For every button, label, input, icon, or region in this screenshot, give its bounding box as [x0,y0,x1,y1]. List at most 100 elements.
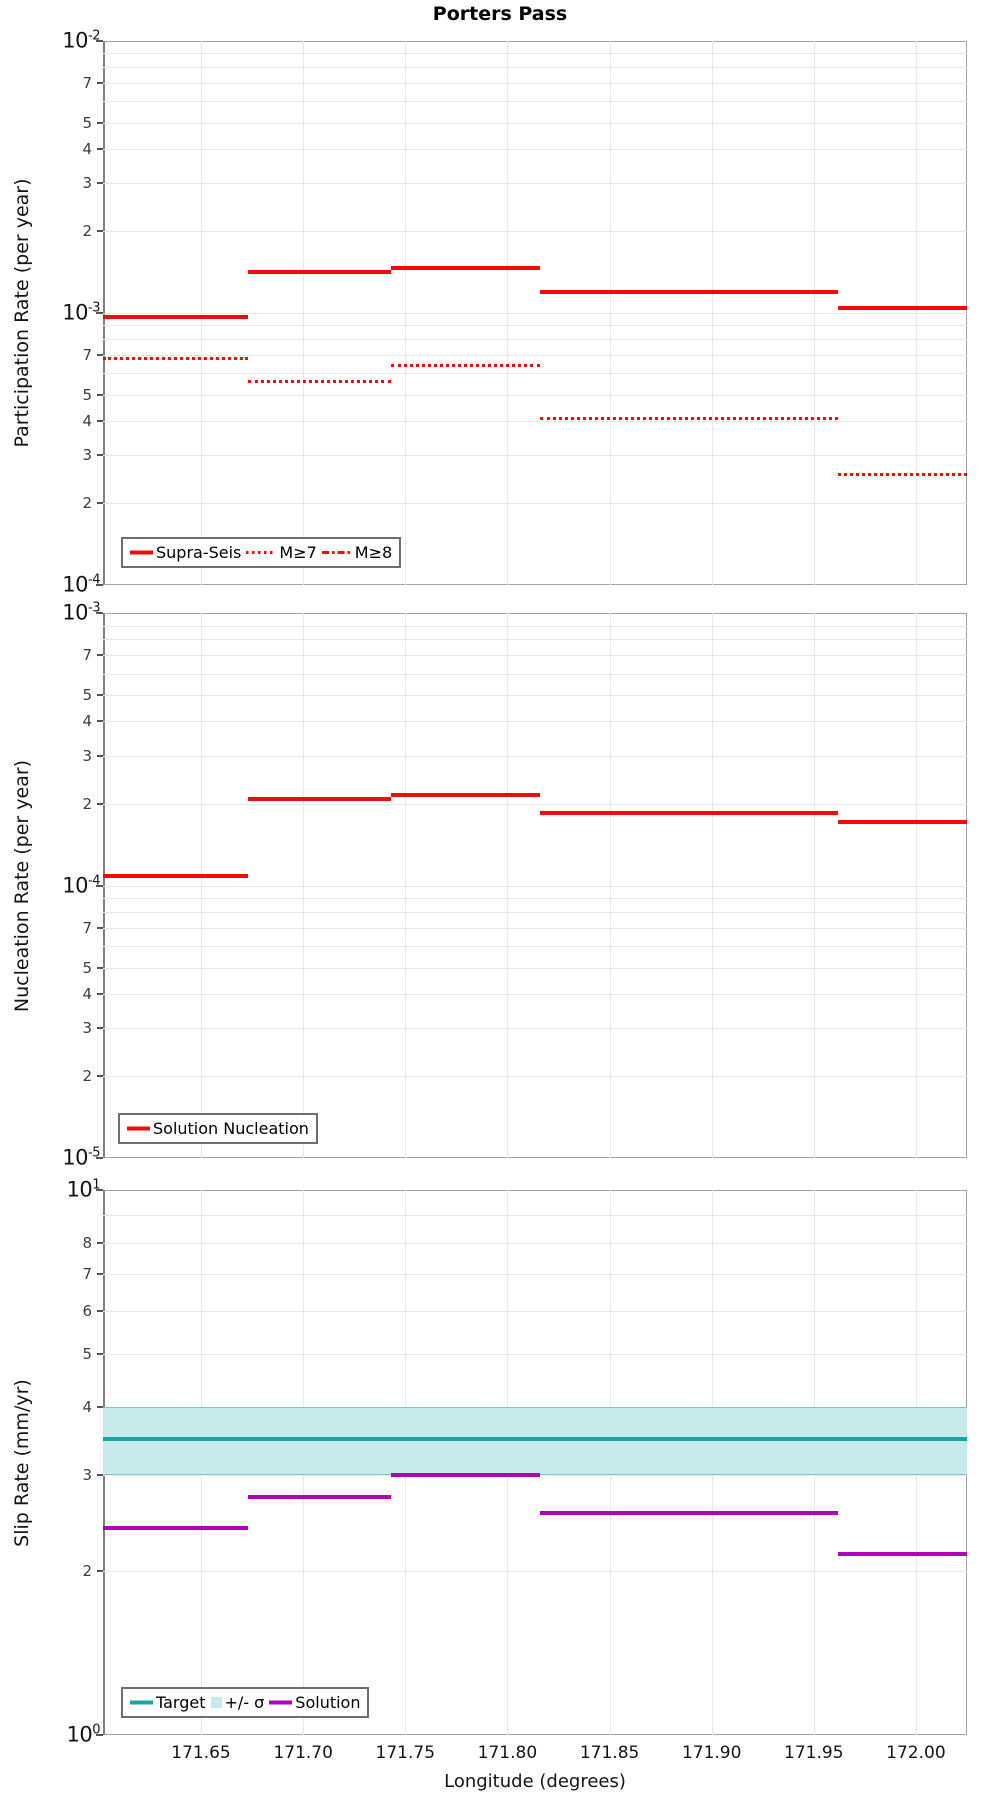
legend-label-sigma-band: +/- σ [224,1693,265,1712]
y-decade-label: 10-4 [62,572,100,597]
y-minor-tick-label: 7 [82,1265,92,1284]
series-segment-solution-nucleation [540,811,839,816]
series-segment-solution-nucleation [248,797,391,802]
series-segment-supra-seis [838,306,967,311]
gridline-horizontal [103,927,967,929]
gridline-horizontal [103,101,967,103]
y-minor-tick-label: 5 [82,385,92,404]
y-minor-tick-label: 5 [82,686,92,704]
y-axis-tick [97,230,103,233]
y-decade-label: 101 [66,1177,100,1202]
gridline-horizontal [103,122,967,124]
y-axis-tick [97,1309,103,1312]
gridline-horizontal [103,639,967,641]
gridline-horizontal [103,885,967,887]
gridline-horizontal [103,313,967,314]
y-decade-label: 10-3 [62,600,100,625]
y-axis-tick [97,121,103,124]
legend-label-solution-nucleation: Solution Nucleation [153,1119,309,1138]
legend-swatch-solution-nucleation [127,1126,150,1131]
gridline-horizontal [103,1028,967,1029]
y-axis-title-nucleation-rate: Nucleation Rate (per year) [11,759,33,1012]
legend-label-supra-seis: Supra-Seis [156,543,242,562]
series-segment-target [103,1436,967,1441]
series-segment-supra-seis [540,289,839,294]
gridline-horizontal [103,1354,967,1356]
gridline-horizontal [103,803,967,805]
y-minor-tick-label: 2 [82,222,92,241]
y-axis-tick [97,926,103,929]
gridline-horizontal [103,911,967,913]
x-tick-label: 171.90 [681,1743,742,1763]
y-minor-tick-label: 7 [82,918,92,937]
gridline-horizontal [103,149,967,151]
series-segment-m-ge-7 [391,364,541,368]
y-minor-tick-label: 5 [82,113,92,132]
y-axis-tick [97,754,103,757]
y-axis-tick [97,420,103,423]
y-minor-tick-label: 4 [82,140,92,159]
y-axis-tick [97,694,103,696]
y-axis-tick [97,1353,103,1356]
y-minor-tick-label: 7 [82,74,92,93]
gridline-horizontal [103,83,967,85]
y-axis-tick [97,502,103,505]
series-segment-m-ge-7 [248,380,391,383]
gridline-horizontal [103,993,967,995]
series-segment-solution [103,1525,248,1530]
gridline-horizontal [103,421,967,423]
y-axis-tick [97,1569,103,1572]
series-segment-solution [391,1473,541,1477]
legend-label-target: Target [156,1693,206,1712]
series-segment-m-ge-7 [540,416,839,420]
legend-item-solution: Solution [269,1693,360,1712]
gridline-horizontal [103,325,967,327]
gridline-horizontal [103,1076,967,1077]
gridline-horizontal [103,1274,967,1276]
y-minor-tick-label: 2 [82,1067,92,1085]
y-axis-tick [97,966,103,969]
gridline-horizontal [103,67,967,69]
gridline-horizontal [103,355,967,357]
gridline-horizontal [103,721,967,723]
gridline-horizontal [103,53,967,55]
y-minor-tick-label: 4 [82,412,92,431]
series-segment-m-ge-7 [103,357,248,361]
y-axis-tick [97,1273,103,1276]
chart-title: Porters Pass [432,3,568,25]
y-axis-tick [97,1075,103,1077]
gridline-horizontal [103,946,967,947]
y-axis-tick [97,992,103,995]
series-segment-supra-seis [391,266,541,271]
legend: Target +/- σ Solution [121,1687,370,1718]
y-axis-tick [96,612,103,614]
y-decade-label: 100 [66,1722,100,1747]
gridline-horizontal [103,339,967,341]
legend-swatch-m-ge-8 [321,551,352,554]
legend-item-target: Target [130,1693,206,1712]
legend-swatch-m-ge-7 [246,551,277,554]
y-axis-tick [97,802,103,805]
gridline-horizontal [103,455,967,457]
y-decade-label: 10-5 [62,1145,100,1170]
gridline-horizontal [103,1242,967,1244]
gridline-horizontal [103,503,967,505]
y-axis-tick [97,354,103,357]
series-segment-solution [540,1511,839,1516]
series-segment-supra-seis [103,314,248,319]
y-decade-label: 10-2 [62,28,100,53]
y-minor-tick-label: 2 [82,794,92,813]
x-tick-label: 172.00 [886,1743,946,1763]
y-decade-label: 10-3 [62,300,100,325]
legend-item-m-ge-8: M≥8 [321,543,392,562]
series-segment-solution-nucleation [391,792,541,797]
y-decade-label: 10-4 [62,873,100,898]
y-axis-tick [97,720,103,723]
y-minor-tick-label: 3 [82,746,92,765]
y-minor-tick-label: 2 [82,1561,92,1580]
gridline-horizontal [103,1214,967,1216]
x-tick-label: 171.80 [477,1743,538,1763]
y-minor-tick-label: 3 [82,1019,92,1037]
x-tick-label: 171.75 [375,1743,436,1763]
